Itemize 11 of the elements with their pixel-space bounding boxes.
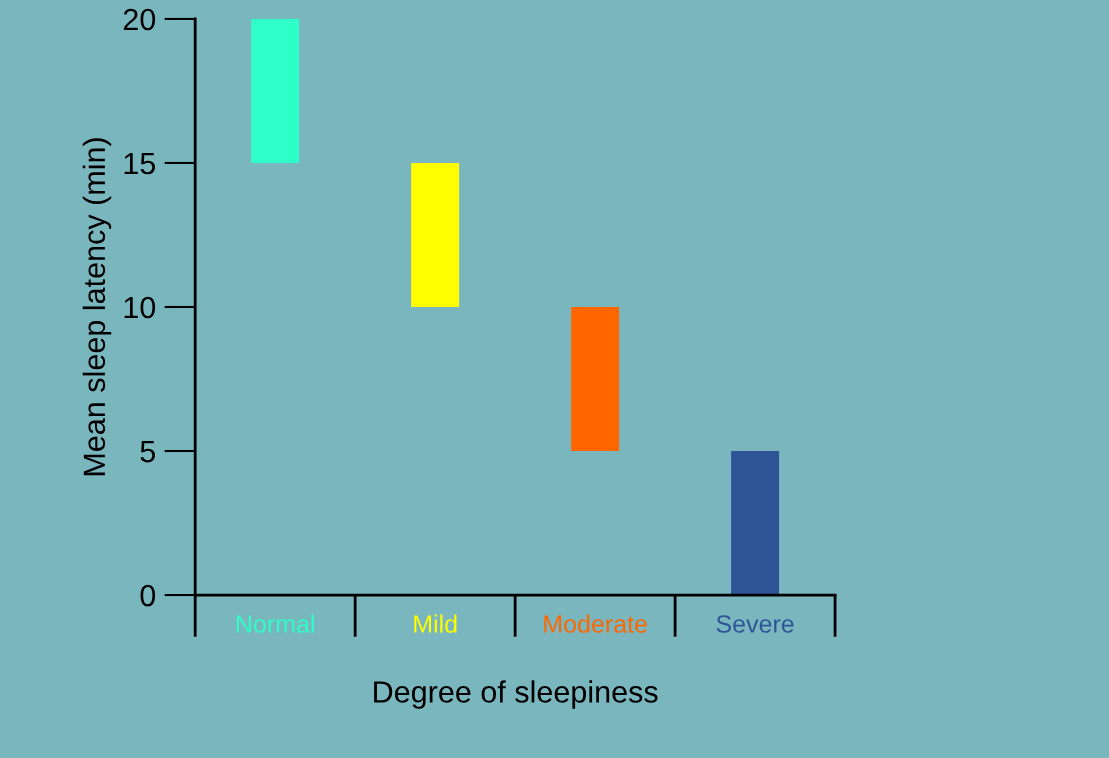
y-tick-label: 15	[124, 153, 156, 175]
x-axis-title: Degree of sleepiness	[374, 680, 658, 709]
y-tick-label: 20	[123, 8, 156, 31]
y-tick-label: 5	[140, 441, 156, 463]
y-tick-label: 10	[124, 296, 156, 319]
y-axis-title: Mean sleep latency (min)	[82, 138, 112, 476]
x-tick-label: Severe	[716, 615, 794, 633]
x-tick-label: Moderate	[544, 614, 647, 633]
x-tick-label: Mild	[414, 614, 457, 633]
y-tick-label: 0	[140, 584, 156, 607]
x-tick-label: Normal	[236, 614, 314, 633]
